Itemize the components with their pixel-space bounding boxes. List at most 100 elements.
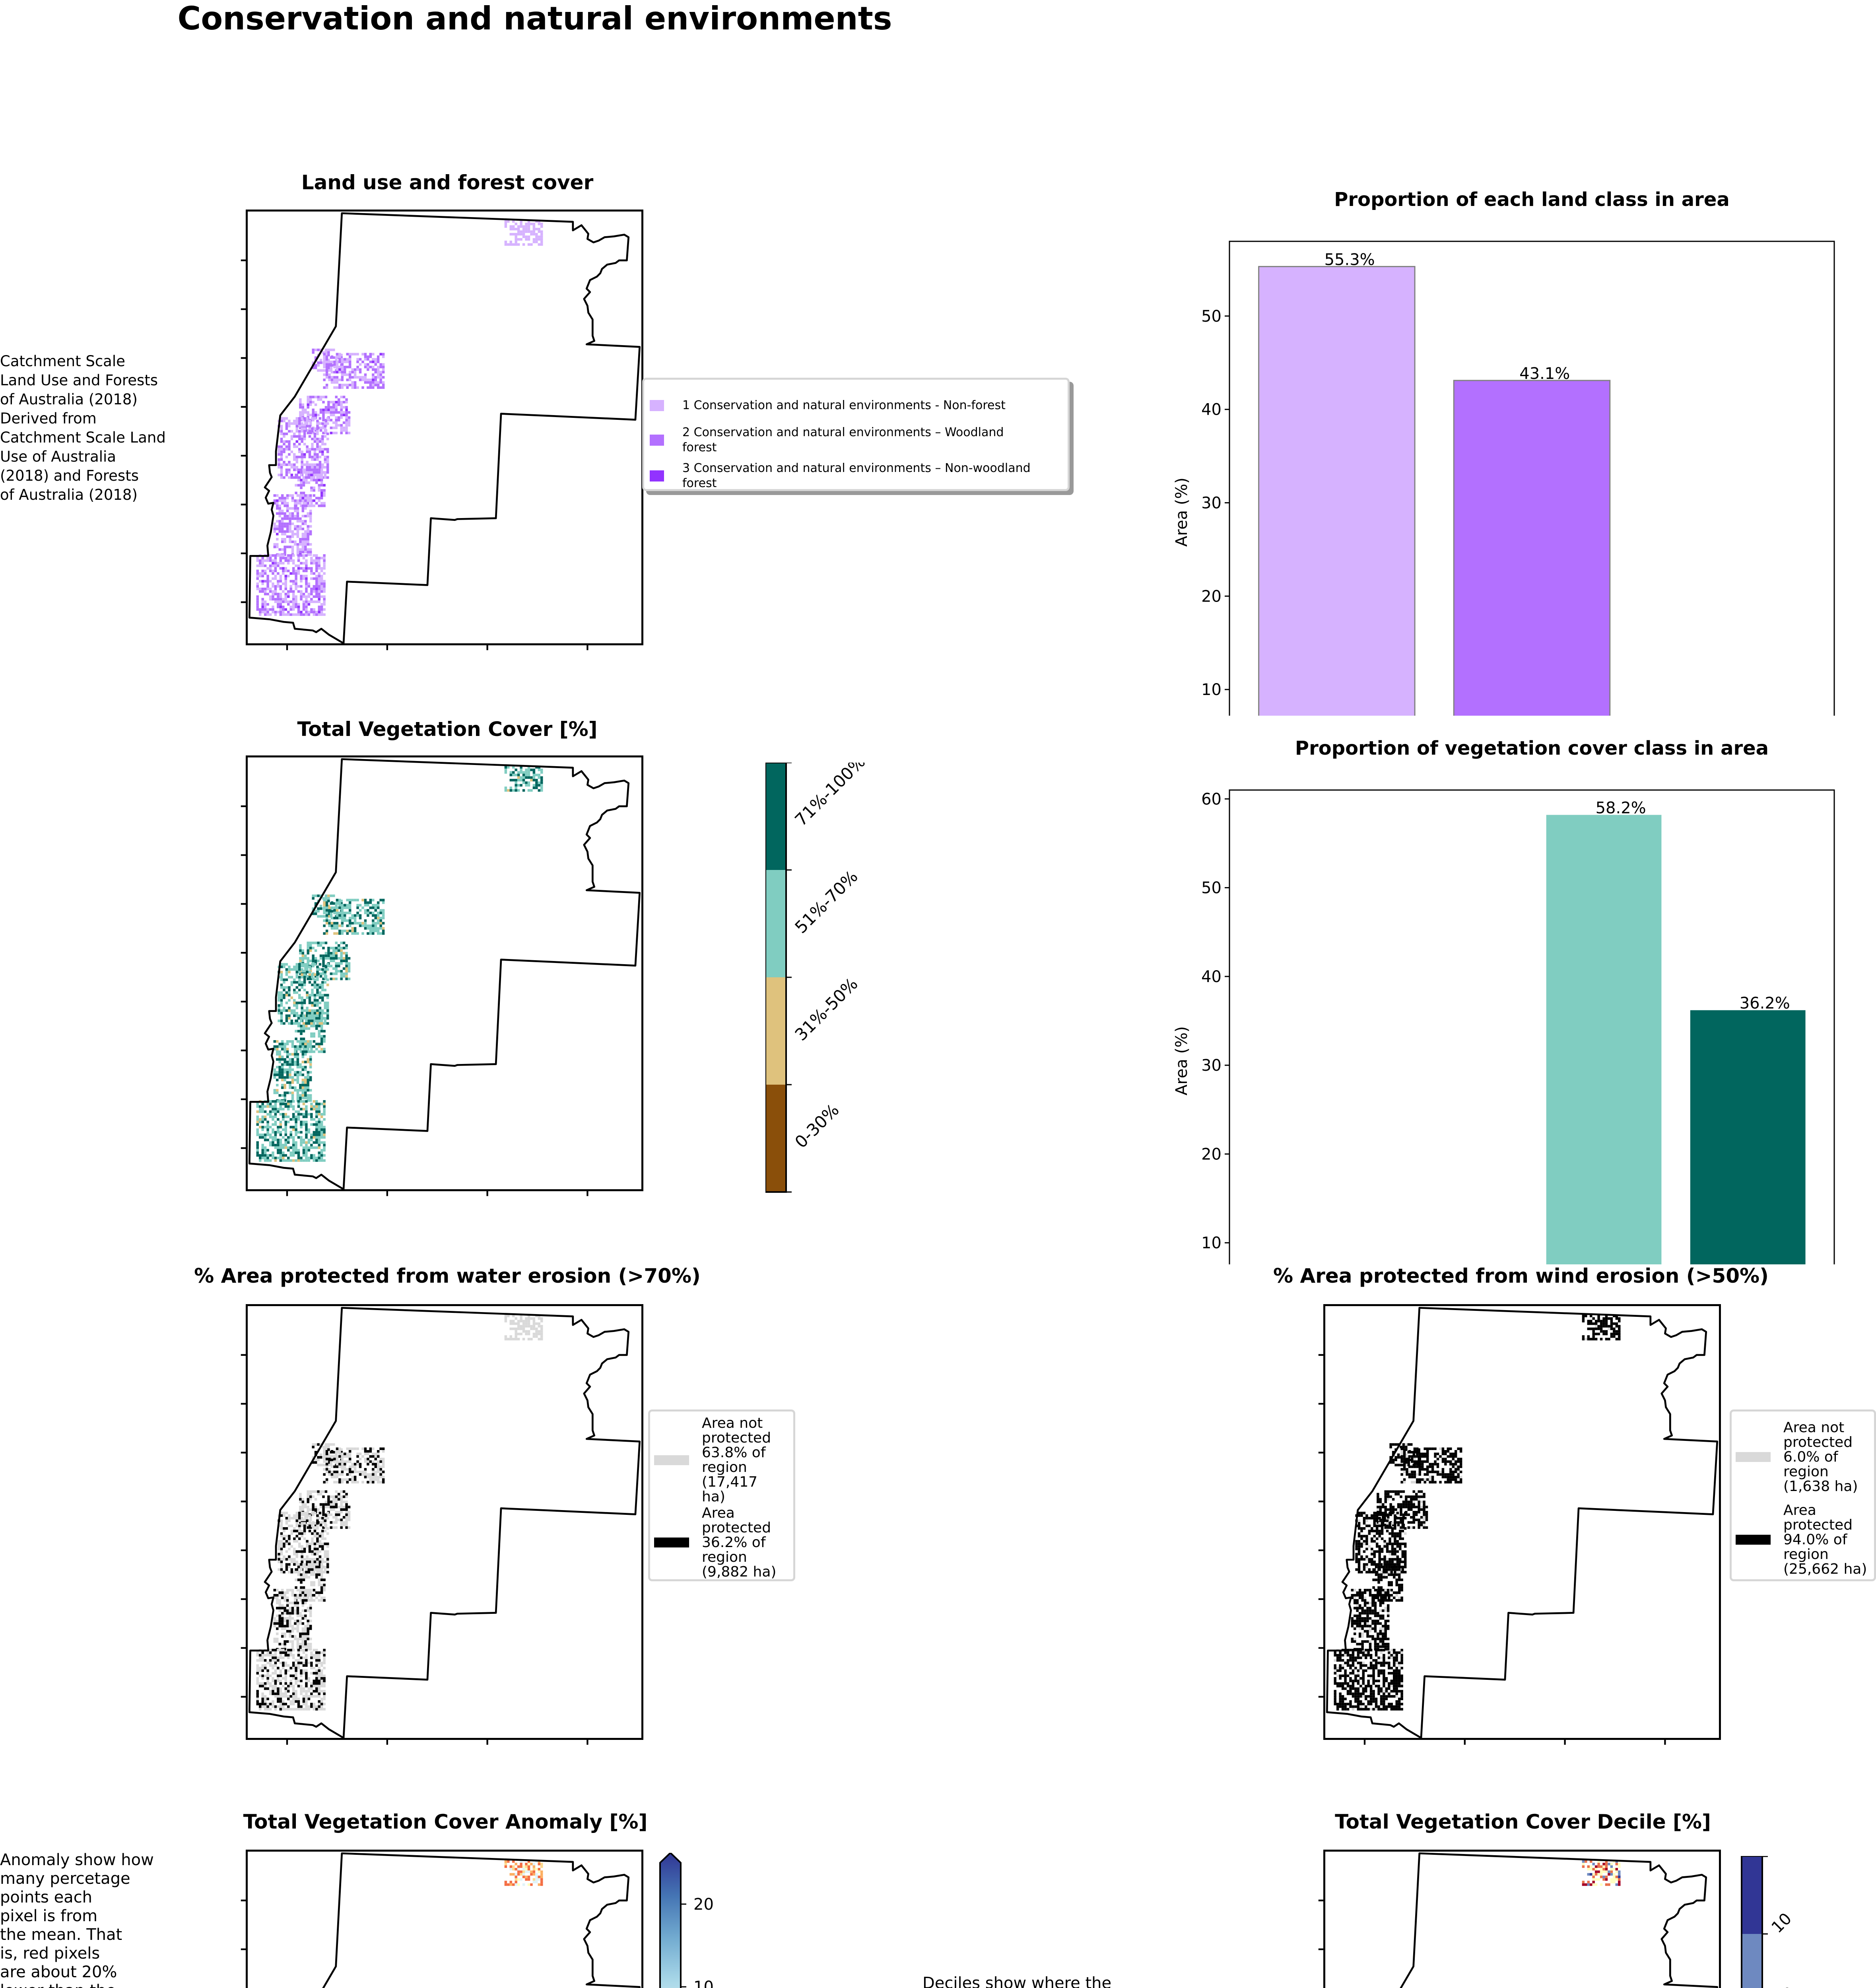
map-pixel: [274, 1679, 277, 1682]
map-pixel: [303, 1547, 306, 1551]
map-pixel: [284, 1043, 286, 1045]
map-pixel: [325, 358, 328, 361]
map-pixel: [305, 1565, 308, 1569]
map-pixel: [377, 368, 380, 371]
map-pixel: [300, 1708, 303, 1711]
map-pixel: [1392, 1451, 1395, 1454]
map-pixel: [301, 1517, 303, 1520]
map-pixel: [291, 1081, 294, 1084]
map-pixel: [279, 1654, 282, 1657]
map-pixel: [307, 535, 309, 538]
map-pixel: [285, 1550, 288, 1553]
map-pixel: [299, 517, 302, 520]
map-pixel: [273, 1048, 276, 1050]
map-pixel: [307, 957, 309, 960]
map-pixel: [307, 1083, 309, 1087]
map-pixel: [372, 1463, 375, 1466]
map-pixel: [301, 551, 305, 553]
map-pixel: [310, 559, 313, 562]
map-pixel: [377, 386, 380, 389]
map-pixel: [353, 373, 357, 376]
map-pixel: [301, 1604, 305, 1607]
map-pixel: [307, 528, 309, 530]
map-pixel: [295, 1535, 298, 1538]
map-pixel: [515, 1338, 517, 1341]
map-pixel: [315, 587, 318, 590]
map-pixel: [535, 781, 538, 784]
map-pixel: [299, 1619, 302, 1623]
map-pixel: [299, 1493, 302, 1496]
map-pixel: [299, 538, 302, 541]
map-pixel: [515, 243, 517, 246]
map-pixel: [321, 981, 324, 984]
map-pixel: [298, 419, 301, 423]
map-pixel: [323, 1455, 326, 1458]
map-pixel: [322, 1521, 325, 1524]
map-pixel: [379, 365, 382, 369]
map-pixel: [327, 419, 330, 421]
map-pixel: [340, 1451, 343, 1454]
map-pixel: [299, 1645, 302, 1648]
map-pixel: [290, 1532, 293, 1535]
map-pixel: [313, 466, 317, 469]
map-pixel: [282, 1703, 285, 1706]
map-pixel: [258, 1154, 262, 1157]
map-pixel: [272, 1128, 274, 1131]
map-pixel: [320, 606, 323, 608]
map-pixel: [348, 899, 352, 901]
map-pixel: [507, 220, 510, 223]
map-pixel: [522, 1325, 525, 1328]
map-pixel: [306, 419, 309, 423]
map-pixel: [1429, 1447, 1431, 1450]
map-pixel: [345, 1510, 348, 1514]
map-pixel: [313, 1040, 316, 1043]
map-pixel: [315, 1677, 318, 1680]
map-pixel: [276, 1045, 279, 1048]
map-pixel: [340, 952, 343, 955]
map-pixel: [290, 1558, 293, 1561]
map-pixel: [284, 1635, 286, 1638]
map-pixel: [266, 1697, 269, 1701]
map-pixel: [294, 1596, 297, 1599]
map-pixel: [344, 365, 346, 369]
y-tick-label: 50: [1201, 879, 1222, 897]
map-pixel: [277, 1126, 280, 1129]
map-pixel: [256, 572, 259, 575]
map-pixel: [335, 1501, 338, 1503]
map-pixel: [291, 1625, 294, 1628]
map-pixel: [333, 1465, 336, 1468]
map-pixel: [318, 1011, 322, 1015]
map-pixel: [356, 911, 359, 914]
map-pixel: [301, 520, 305, 523]
map-pixel: [340, 353, 343, 357]
map-pixel: [297, 585, 300, 588]
map-pixel: [1454, 1450, 1457, 1453]
map-pixel: [286, 1589, 289, 1592]
map-pixel: [264, 1664, 267, 1667]
colorbar-segment: [765, 1085, 786, 1192]
map-pixel: [280, 448, 283, 451]
map-pixel: [283, 978, 285, 981]
map-pixel: [273, 522, 276, 525]
map-pixel: [281, 548, 284, 551]
map-pixel: [284, 1642, 286, 1646]
map-pixel: [318, 1700, 320, 1703]
map-pixel: [274, 1108, 277, 1110]
map-pixel: [332, 1495, 335, 1498]
map-pixel: [341, 924, 344, 927]
map-pixel: [304, 1045, 307, 1048]
map-pixel: [321, 1517, 324, 1520]
map-pixel: [372, 386, 375, 389]
map-pixel: [302, 569, 305, 573]
map-pixel: [295, 427, 298, 430]
map-pixel: [280, 986, 283, 989]
map-pixel: [324, 971, 326, 973]
map-pixel: [319, 975, 322, 978]
map-pixel: [322, 1490, 325, 1493]
map-pixel: [320, 1159, 323, 1162]
map-pixel: [283, 1514, 285, 1517]
map-pixel: [281, 502, 284, 505]
map-pixel: [351, 371, 354, 374]
map-pixel: [315, 1123, 318, 1126]
map-pixel: [532, 225, 536, 228]
